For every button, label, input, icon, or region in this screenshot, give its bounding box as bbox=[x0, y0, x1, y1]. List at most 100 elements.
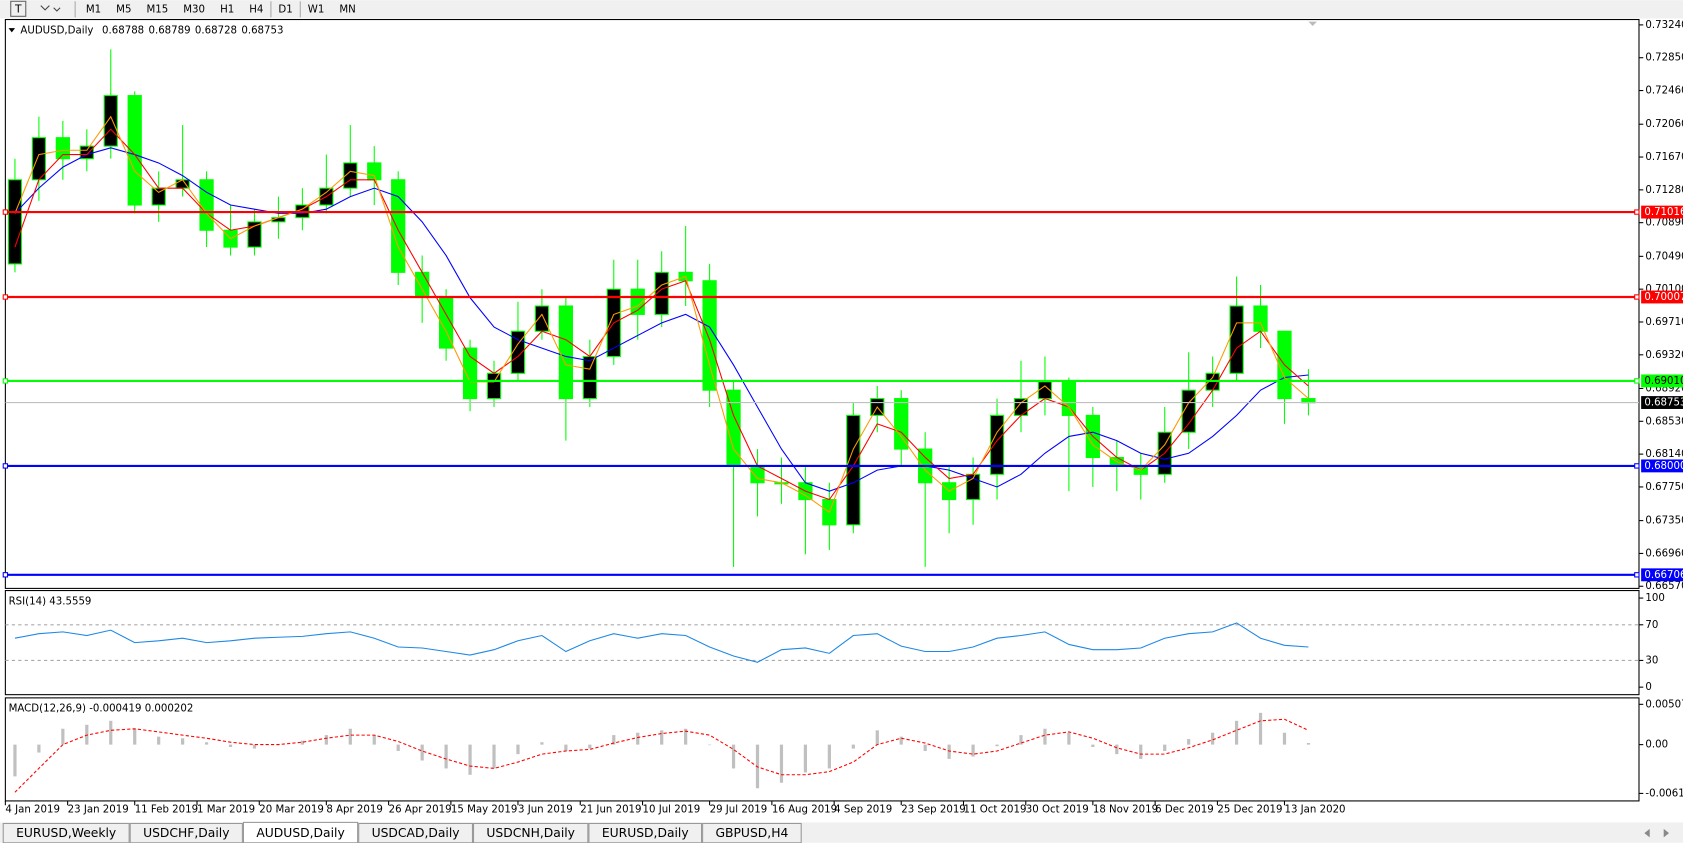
timeframe-button[interactable]: W1 bbox=[308, 4, 325, 15]
y-tick-label: 0.66570 bbox=[1645, 581, 1683, 592]
tab[interactable]: EURUSD,Daily bbox=[588, 822, 703, 843]
line-price-label: 0.71016 bbox=[1644, 207, 1683, 218]
line-price-box bbox=[1641, 205, 1683, 219]
x-tick-label: 1 Mar 2019 bbox=[197, 805, 255, 816]
macd-bar bbox=[1282, 732, 1287, 745]
macd-bar bbox=[444, 744, 448, 769]
macd-bar bbox=[324, 735, 328, 745]
candle-body bbox=[31, 137, 47, 181]
timeframe-button[interactable]: M30 bbox=[183, 4, 205, 15]
panel-title: AUDUSD,Daily bbox=[20, 25, 93, 36]
y-tick-label: 0 bbox=[1645, 682, 1651, 693]
macd-bar bbox=[37, 744, 41, 753]
tab[interactable]: USDCHF,Daily bbox=[129, 822, 243, 843]
timeframe-button[interactable]: MN bbox=[339, 4, 355, 15]
candle-body bbox=[846, 414, 861, 526]
x-tick-label: 20 Mar 2019 bbox=[259, 805, 324, 816]
macd-bar bbox=[875, 730, 879, 745]
macd-bar bbox=[1019, 735, 1023, 745]
line-anchor bbox=[2, 572, 9, 578]
macd-bar bbox=[516, 744, 520, 755]
macd-bar bbox=[1043, 728, 1047, 745]
macd-bar bbox=[684, 728, 688, 745]
text-tool[interactable] bbox=[10, 0, 27, 17]
x-tick-label: 4 Sep 2019 bbox=[834, 805, 892, 816]
x-tick-label: 16 Aug 2019 bbox=[772, 805, 837, 816]
timeframe-button[interactable]: H4 bbox=[249, 4, 263, 15]
x-tick-label: 13 Jan 2020 bbox=[1284, 805, 1345, 816]
line-price-box bbox=[1641, 459, 1683, 473]
macd-bar bbox=[133, 728, 137, 745]
candle-body bbox=[894, 398, 909, 450]
macd-bar bbox=[492, 744, 496, 769]
candle-body bbox=[582, 355, 597, 400]
candle-body bbox=[510, 330, 526, 374]
line-anchor bbox=[1634, 463, 1640, 469]
line-anchor bbox=[2, 209, 9, 215]
candle-body bbox=[630, 288, 645, 315]
macd-bar bbox=[731, 744, 736, 769]
macd-bar bbox=[157, 736, 161, 745]
line-price-box bbox=[1641, 290, 1683, 304]
candle-body bbox=[7, 179, 23, 265]
line-price-label: 0.68000 bbox=[1644, 461, 1683, 472]
macd-bar bbox=[420, 744, 424, 761]
candle-body bbox=[55, 137, 70, 160]
tab[interactable]: EURUSD,Weekly bbox=[2, 822, 130, 843]
line-anchor bbox=[2, 463, 9, 469]
scroll-right[interactable] bbox=[1663, 828, 1670, 838]
panel-title: RSI(14) 43.5559 bbox=[9, 596, 92, 607]
macd-panel bbox=[4, 697, 1640, 802]
panel-title: MACD(12,26,9) -0.000419 0.000202 bbox=[9, 704, 194, 715]
rsi-panel bbox=[4, 590, 1640, 696]
candle-body bbox=[199, 179, 214, 231]
tab[interactable]: USDCAD,Daily bbox=[358, 822, 474, 843]
x-tick-label: 4 Jan 2019 bbox=[5, 805, 60, 816]
candle-body bbox=[1013, 398, 1029, 416]
moving-average bbox=[14, 115, 1309, 514]
macd-bar bbox=[1091, 744, 1095, 748]
x-tick-label: 30 Oct 2019 bbox=[1026, 805, 1089, 816]
macd-bar bbox=[1163, 744, 1167, 751]
candle-body bbox=[1229, 305, 1244, 374]
x-tick-label: 23 Jan 2019 bbox=[68, 805, 129, 816]
macd-bar bbox=[181, 738, 185, 745]
timeframe-button[interactable]: M1 bbox=[86, 4, 101, 15]
x-tick-label: 11 Feb 2019 bbox=[135, 805, 198, 816]
timeframe-button[interactable]: H1 bbox=[220, 4, 234, 15]
line-price-label: 0.70007 bbox=[1644, 292, 1683, 303]
candle-body bbox=[534, 305, 550, 332]
x-tick-label: 26 Apr 2019 bbox=[389, 805, 452, 816]
y-tick-label: 30 bbox=[1645, 655, 1658, 666]
macd-bar bbox=[468, 744, 472, 775]
line-anchor bbox=[2, 294, 9, 300]
macd-bar bbox=[707, 744, 712, 746]
macd-bar bbox=[1115, 744, 1119, 755]
timeframe-button[interactable]: M5 bbox=[116, 4, 131, 15]
moving-average bbox=[14, 128, 1309, 501]
tab[interactable]: USDCNH,Daily bbox=[473, 822, 589, 843]
timeframe-button[interactable]: D1 bbox=[278, 4, 292, 15]
shapes-tool[interactable] bbox=[40, 5, 61, 12]
tab[interactable]: AUDUSD,Daily bbox=[242, 821, 359, 843]
macd-bar bbox=[564, 744, 568, 751]
x-tick-label: 23 Sep 2019 bbox=[901, 805, 966, 816]
line-price-label: 0.69010 bbox=[1644, 376, 1683, 387]
scroll-left[interactable] bbox=[1644, 828, 1650, 838]
macd-bar bbox=[1187, 739, 1191, 745]
tab[interactable]: GBPUSD,H4 bbox=[702, 822, 802, 843]
candle-body bbox=[558, 305, 574, 400]
symbol-menu-arrow[interactable] bbox=[8, 28, 16, 33]
timeframe-button[interactable]: M15 bbox=[146, 4, 168, 15]
quote-value: 0.68753 bbox=[241, 25, 283, 36]
x-tick-label: 10 Jul 2019 bbox=[643, 805, 701, 816]
macd-bar bbox=[803, 744, 808, 773]
